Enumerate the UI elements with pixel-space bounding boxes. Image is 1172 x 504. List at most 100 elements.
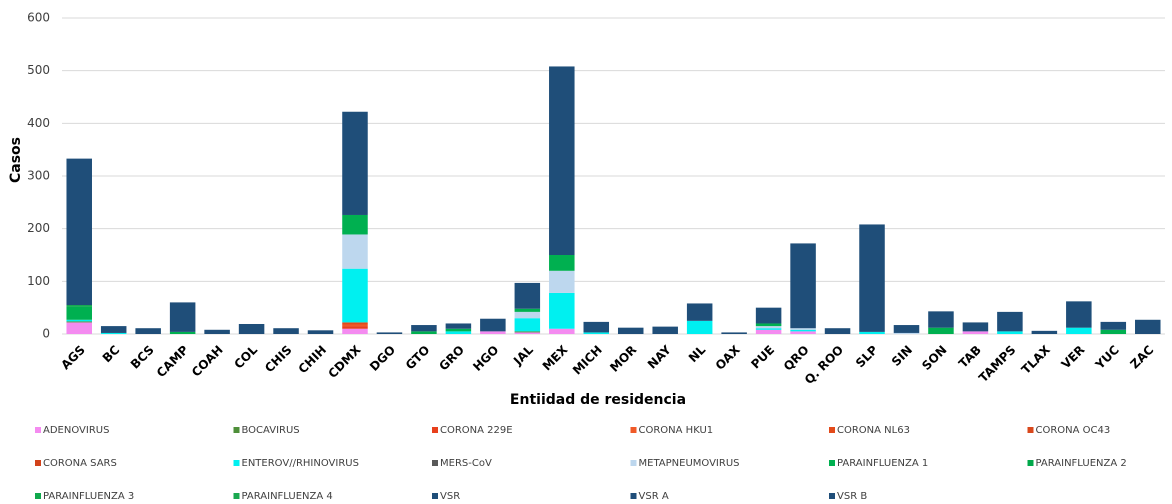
legend-label: PARAINFLUENZA 4	[242, 491, 333, 502]
bar-segment	[997, 331, 1023, 334]
legend-swatch	[630, 427, 637, 433]
y-tick-label: 300	[27, 169, 50, 183]
legend-label: VSR	[440, 491, 460, 502]
bar-segment	[514, 318, 541, 332]
x-tick-label: COL	[231, 342, 260, 371]
legend-label: PARAINFLUENZA 1	[837, 458, 928, 469]
x-tick-label: QRO	[781, 343, 812, 374]
x-tick-label: TAMPS	[976, 343, 1018, 385]
bar-segment	[859, 224, 885, 332]
y-tick-label: 500	[27, 63, 50, 77]
x-tick-label: HGO	[470, 343, 501, 374]
x-tick-label: JAL	[510, 342, 536, 368]
x-tick-label: VER	[1059, 343, 1088, 372]
x-tick-label: DGO	[367, 343, 398, 374]
bar-segment	[100, 332, 127, 334]
x-tick-label: PUE	[748, 343, 777, 372]
bar-segment	[66, 322, 92, 334]
bar-segment	[342, 268, 368, 323]
legend-swatch	[829, 493, 835, 499]
legend-swatch	[829, 427, 835, 433]
legend-label: CORONA HKU1	[639, 425, 714, 436]
bar-segment	[1135, 319, 1161, 334]
legend-swatch	[35, 460, 41, 466]
bar-segment	[514, 332, 541, 334]
legend-swatch	[1027, 460, 1034, 466]
legend-swatch	[35, 493, 41, 499]
bar-segment	[66, 158, 92, 306]
bar-segment	[514, 311, 541, 319]
legend-label: ADENOVIRUS	[43, 425, 109, 436]
bar-segment	[652, 326, 678, 334]
bar-segment	[1031, 330, 1058, 334]
x-tick-label: MEX	[540, 342, 571, 373]
bar-segment	[445, 328, 472, 332]
bar-segment	[342, 234, 368, 269]
bar-segment	[824, 328, 851, 334]
bar-segment	[342, 214, 368, 235]
bar-segment	[549, 328, 575, 334]
bar-segment	[445, 323, 472, 329]
bar-segment	[66, 319, 92, 322]
x-tick-label: OAX	[713, 342, 744, 373]
bar-segment	[66, 306, 92, 320]
bar-segment	[686, 320, 713, 334]
x-tick-label: SIN	[889, 343, 915, 369]
x-tick-label: YUC	[1092, 343, 1122, 373]
x-tick-label: CHIS	[262, 343, 295, 376]
bar-segment	[66, 321, 92, 323]
y-tick-label: 100	[27, 274, 50, 288]
x-tick-label: BCS	[128, 343, 157, 372]
bar-segment	[514, 282, 541, 309]
bar-segment	[342, 324, 368, 327]
bar-segment	[238, 323, 265, 334]
bar-segment	[204, 329, 230, 334]
legend-swatch	[35, 427, 41, 433]
bar-segment	[549, 255, 575, 271]
bar-segment	[135, 328, 161, 334]
bar-segment	[342, 322, 368, 325]
bar-segment	[790, 243, 816, 329]
bar-segment	[514, 331, 541, 333]
x-tick-label: SON	[919, 343, 949, 373]
bar-segment	[445, 331, 472, 334]
bar-segment	[1066, 301, 1092, 328]
bar-segment	[790, 328, 816, 330]
x-tick-label: GTO	[403, 343, 433, 373]
bar-segment	[273, 328, 299, 334]
legend-label: CORONA SARS	[43, 458, 117, 469]
bar-segment	[755, 326, 782, 329]
bar-segment	[962, 331, 989, 334]
bar-segment	[583, 332, 610, 334]
bar-segment	[1066, 327, 1092, 334]
bar-segment	[859, 331, 885, 334]
y-tick-label: 600	[27, 11, 50, 25]
bar-segment	[928, 311, 954, 328]
x-tick-label: GRO	[436, 343, 467, 374]
y-tick-label: 0	[42, 327, 50, 341]
y-tick-label: 200	[27, 221, 50, 235]
bar-segment	[790, 331, 816, 334]
legend-swatch	[432, 427, 438, 433]
x-tick-label: TAB	[956, 343, 984, 371]
bar-segment	[342, 326, 368, 329]
x-tick-label: COAH	[189, 343, 226, 380]
x-tick-label: NL	[686, 342, 709, 365]
x-tick-label: AGS	[58, 343, 88, 373]
bar-segment	[342, 328, 368, 334]
bar-segment	[997, 311, 1023, 332]
bar-segment	[342, 111, 368, 215]
legend-swatch	[233, 460, 240, 466]
bar-segment	[1100, 329, 1127, 334]
bar-segment	[721, 332, 747, 334]
x-tick-label: ZAC	[1128, 343, 1157, 372]
bar-segment	[755, 329, 782, 334]
bar-segment	[928, 327, 954, 334]
y-axis-label: Casos	[8, 137, 24, 183]
legend-swatch	[233, 493, 240, 499]
bar-segment	[169, 302, 196, 332]
bar-segment	[169, 331, 196, 334]
legend-swatch	[233, 427, 240, 433]
legend-label: METAPNEUMOVIRUS	[639, 458, 740, 469]
legend-swatch	[1027, 427, 1034, 433]
